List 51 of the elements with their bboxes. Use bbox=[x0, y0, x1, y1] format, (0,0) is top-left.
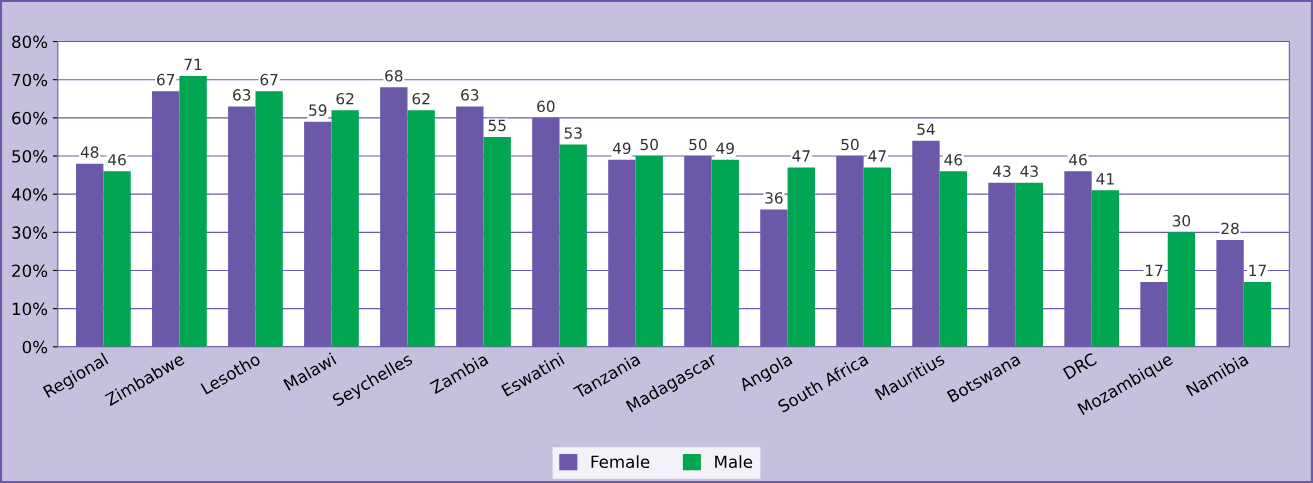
data-label: 67 bbox=[260, 73, 278, 86]
bar bbox=[255, 91, 283, 347]
y-tick-label: 10% bbox=[12, 302, 48, 316]
data-label: 62 bbox=[336, 92, 354, 105]
bar bbox=[939, 171, 968, 347]
data-label: 60 bbox=[537, 100, 555, 113]
data-label: 30 bbox=[1172, 215, 1191, 227]
data-label: 46 bbox=[108, 153, 126, 166]
bar bbox=[863, 167, 891, 347]
data-label: 49 bbox=[612, 142, 631, 155]
data-label: 49 bbox=[716, 142, 734, 155]
data-label: 47 bbox=[868, 150, 886, 162]
data-label: 50 bbox=[689, 138, 707, 151]
y-tick-label: 80% bbox=[12, 35, 48, 49]
data-label: 62 bbox=[412, 92, 430, 105]
y-tick-label: 40% bbox=[11, 188, 48, 201]
bar bbox=[1243, 281, 1272, 347]
data-label: 54 bbox=[917, 123, 935, 136]
data-label: 46 bbox=[944, 153, 963, 166]
data-label: 48 bbox=[80, 146, 99, 158]
data-label: 63 bbox=[233, 89, 251, 101]
legend-label: Male bbox=[715, 455, 753, 469]
data-label: 43 bbox=[993, 165, 1011, 177]
y-tick-label: 60% bbox=[12, 111, 48, 125]
data-label: 28 bbox=[1221, 222, 1239, 235]
y-tick-label: 0% bbox=[22, 340, 48, 354]
data-label: 17 bbox=[1249, 264, 1266, 276]
data-label: 53 bbox=[564, 127, 582, 139]
data-label: 36 bbox=[765, 192, 783, 204]
y-tick-label: 20% bbox=[12, 264, 48, 278]
bar bbox=[635, 156, 663, 347]
data-label: 68 bbox=[385, 70, 403, 82]
data-label: 59 bbox=[309, 104, 327, 116]
data-label: 67 bbox=[157, 73, 175, 86]
data-label: 46 bbox=[1069, 153, 1087, 166]
y-tick-label: 30% bbox=[12, 226, 48, 239]
data-label: 47 bbox=[792, 150, 810, 162]
bar bbox=[483, 136, 511, 347]
data-label: 43 bbox=[1020, 165, 1038, 177]
data-label: 50 bbox=[841, 138, 859, 151]
data-label: 50 bbox=[640, 138, 658, 151]
y-tick-label: 50% bbox=[12, 149, 48, 163]
data-label: 63 bbox=[461, 89, 479, 101]
data-label: 71 bbox=[184, 58, 202, 70]
y-tick-label: 70% bbox=[12, 73, 48, 87]
data-label: 55 bbox=[488, 119, 506, 132]
bar bbox=[103, 171, 131, 347]
bar bbox=[787, 167, 815, 347]
data-label: 17 bbox=[1146, 264, 1163, 276]
legend-label: Female bbox=[591, 455, 650, 469]
data-label: 41 bbox=[1096, 173, 1114, 185]
